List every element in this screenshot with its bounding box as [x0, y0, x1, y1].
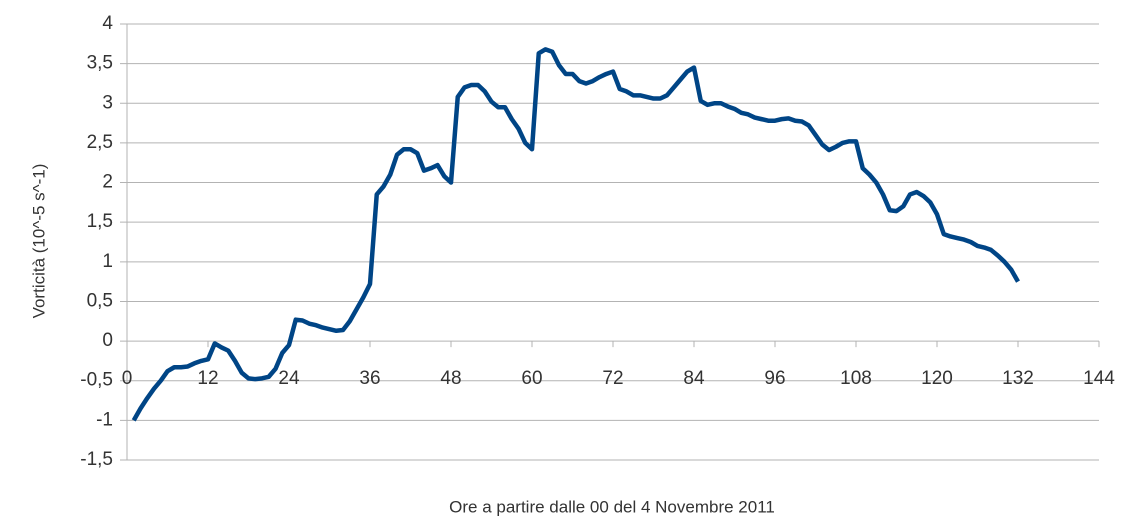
x-tick-label: 120	[921, 368, 953, 389]
x-tick-label: 60	[521, 368, 542, 389]
y-tick-label: 0,5	[87, 290, 113, 311]
x-tick-label: 96	[764, 368, 785, 389]
x-tick-label: 24	[278, 368, 300, 389]
x-tick-label: 84	[683, 368, 705, 389]
x-tick-label: 72	[602, 368, 623, 389]
x-tick-label: 12	[197, 368, 218, 389]
y-tick-label: 0	[102, 330, 113, 351]
x-tick-label: 144	[1083, 368, 1115, 389]
data-line	[131, 47, 1020, 422]
y-tick-label: -1	[96, 409, 113, 430]
y-tick-label: 4	[102, 13, 113, 34]
x-axis-label: Ore a partire dalle 00 del 4 Novembre 20…	[449, 497, 775, 516]
x-tick-label: 48	[440, 368, 461, 389]
y-tick-label: 1	[102, 251, 113, 272]
y-tick-label: -0,5	[80, 370, 113, 391]
y-tick-label: -1,5	[80, 449, 113, 470]
x-tick-label: 0	[122, 368, 133, 389]
y-tick-label: 2,5	[87, 132, 113, 153]
x-tick-label: 132	[1002, 368, 1034, 389]
x-tick-label: 108	[840, 368, 872, 389]
y-tick-label: 3	[102, 92, 113, 113]
y-tick-label: 1,5	[87, 211, 113, 232]
y-tick-label: 2	[102, 172, 113, 193]
y-axis-label: Vorticità (10^-5 s^-1)	[29, 164, 48, 319]
x-tick-label: 36	[359, 368, 380, 389]
y-tick-label: 3,5	[87, 53, 113, 74]
